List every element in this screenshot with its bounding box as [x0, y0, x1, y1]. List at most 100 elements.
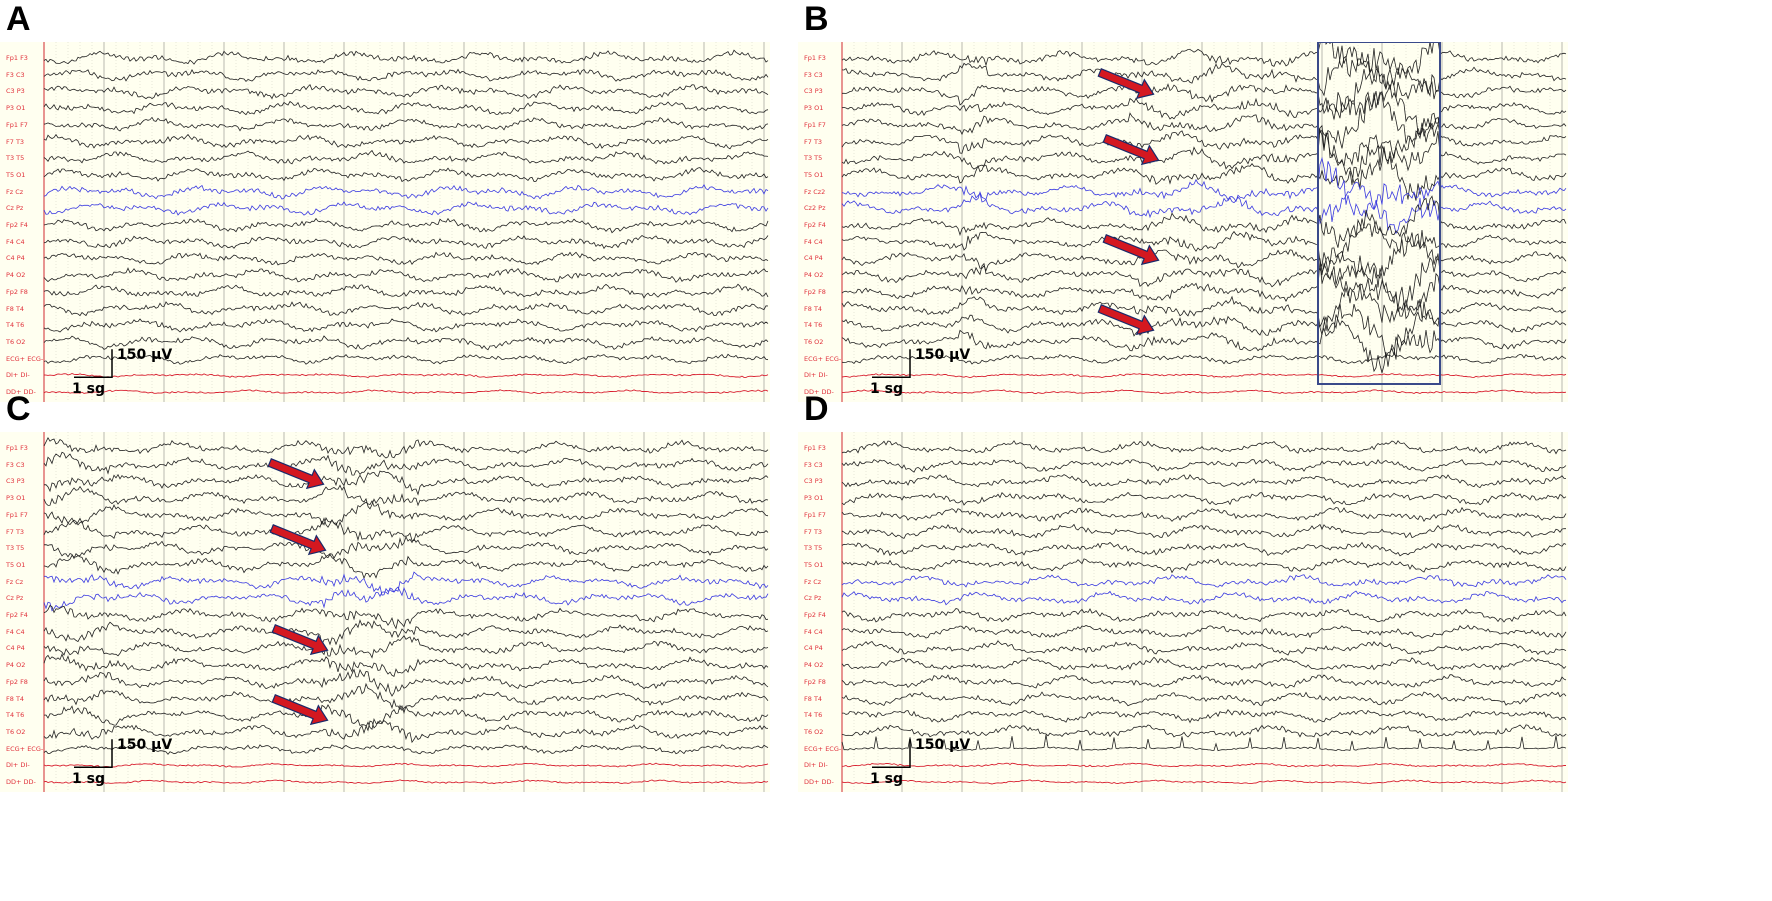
panel-a: A Fp1 F3 F3 C3 C3 P3 P3 O1 Fp1 F7 F7 T3 T3 T5 T5…	[0, 0, 886, 450]
channel-label: T3 T5	[6, 544, 25, 553]
channel-label: Fp2 F4	[804, 221, 826, 229]
channel-label: Fp2 F4	[804, 611, 826, 619]
channel-label: F4 C4	[804, 627, 823, 636]
channel-label: C3 P3	[6, 477, 25, 486]
eeg-trace	[43, 201, 769, 216]
channel-label: T6 O2	[6, 337, 26, 346]
eeg-trace	[841, 640, 1567, 656]
channel-label: F3 C3	[804, 460, 823, 469]
eeg-trace	[841, 762, 1566, 768]
channel-label: C4 P4	[6, 254, 25, 263]
eeg-trace	[841, 45, 1567, 100]
scale-bar	[872, 739, 911, 769]
eeg-trace	[841, 314, 1567, 374]
arrow-icon	[271, 694, 329, 726]
eeg-trace	[841, 129, 1567, 188]
eeg-trace	[841, 734, 1567, 752]
eeg-trace	[43, 116, 769, 132]
eeg-trace	[841, 144, 1567, 201]
channel-label: Fp2 F8	[6, 677, 28, 686]
eeg-trace	[841, 281, 1567, 331]
channel-label: T5 O1	[6, 560, 26, 569]
channel-label: Fp2 F8	[804, 677, 826, 686]
scale-time-label: 1 sg	[72, 771, 105, 788]
arrow-icon	[1102, 234, 1160, 266]
channel-label: C3 P3	[6, 87, 25, 96]
eeg-trace	[841, 558, 1567, 574]
eeg-trace	[841, 574, 1567, 588]
channel-label: Fp1 F3	[6, 54, 28, 62]
channel-label: Fp2 F8	[804, 287, 826, 296]
eeg-trace	[43, 353, 769, 365]
eeg-trace	[841, 724, 1567, 738]
channel-label: T3 T5	[6, 154, 25, 163]
channel-label: F3 C3	[6, 460, 25, 469]
channel-label: Fp1 F3	[6, 444, 28, 452]
channel-label: C3 P3	[804, 477, 823, 486]
eeg-trace	[841, 181, 1567, 235]
channel-label: DI+ DI-	[804, 371, 828, 380]
eeg-traces	[841, 42, 1567, 402]
channel-label: ECG+ ECG-	[804, 354, 842, 363]
eeg-trace	[43, 283, 769, 299]
eeg-trace	[841, 608, 1567, 623]
eeg-trace	[841, 301, 1567, 359]
eeg-trace	[841, 440, 1567, 455]
panel-letter: B	[804, 0, 829, 38]
channel-label: F7 T3	[6, 137, 25, 146]
channel-label: P4 O2	[6, 271, 26, 280]
eeg-trace	[43, 704, 769, 732]
channel-label: T4 T6	[6, 321, 25, 330]
eeg-trace	[841, 506, 1567, 522]
eeg-trace	[43, 217, 769, 234]
highlight-box	[1317, 42, 1441, 385]
channel-label: Fp2 F8	[6, 287, 28, 296]
eeg-trace	[43, 68, 769, 82]
eeg-trace	[841, 474, 1566, 489]
scale-time-label: 1 sg	[870, 381, 903, 398]
channel-label: T5 O1	[804, 170, 824, 179]
channel-label: C4 P4	[804, 644, 823, 653]
scale-amplitude-label: 150 µV	[915, 737, 971, 754]
scale-time-label: 1 sg	[870, 771, 903, 788]
channel-label: T6 O2	[804, 727, 824, 736]
eeg-trace	[43, 167, 769, 183]
panel-d: D Fp1 F3 F3 C3 C3 P3 P3 O1 Fp1 F7 F7 T3 T3 T5 T5…	[798, 390, 1684, 840]
channel-label: Fp1 F3	[804, 444, 826, 452]
arrow-icon	[1097, 68, 1155, 100]
eeg-trace	[43, 535, 769, 560]
channel-label: C4 P4	[804, 254, 823, 263]
eeg-trace	[43, 234, 769, 250]
eeg-trace	[841, 112, 1567, 167]
channel-label: Fz Cz2	[804, 187, 826, 196]
eeg-trace	[43, 301, 769, 317]
eeg-trace	[842, 709, 1567, 724]
eeg-trace	[43, 251, 769, 266]
eeg-trace	[842, 65, 1567, 120]
channel-label: Fp1 F7	[804, 510, 826, 519]
scale-time-label: 1 sg	[72, 381, 105, 398]
eeg-trace	[43, 619, 769, 646]
eeg-trace	[841, 590, 1567, 606]
arrow-icon	[269, 524, 327, 556]
channel-label: T4 T6	[6, 711, 25, 720]
panel-letter: A	[6, 0, 31, 38]
channel-label: Fp1 F7	[804, 120, 826, 129]
channel-label: Fz Cz	[6, 187, 24, 196]
eeg-trace	[43, 470, 769, 496]
eeg-trace	[43, 634, 769, 659]
channel-label: ECG+ ECG-	[6, 744, 44, 753]
eeg-trace	[841, 779, 1567, 785]
channel-label: F3 C3	[804, 70, 823, 79]
eeg-trace	[43, 586, 769, 612]
channel-label: T6 O2	[804, 337, 824, 346]
eeg-trace-area: Fp1 F3 F3 C3 C3 P3 P3 O1 Fp1 F7 F7 T3 T3 T5 T5 …	[798, 432, 1568, 792]
eeg-traces	[841, 432, 1567, 792]
eeg-trace	[841, 195, 1567, 248]
channel-label: DD+ DD-	[6, 778, 36, 786]
eeg-trace	[43, 184, 769, 200]
channel-label: T5 O1	[804, 560, 824, 569]
scale-amplitude-label: 150 µV	[117, 347, 173, 364]
channel-label: Fp1 F7	[6, 120, 28, 129]
eeg-trace	[43, 436, 769, 459]
